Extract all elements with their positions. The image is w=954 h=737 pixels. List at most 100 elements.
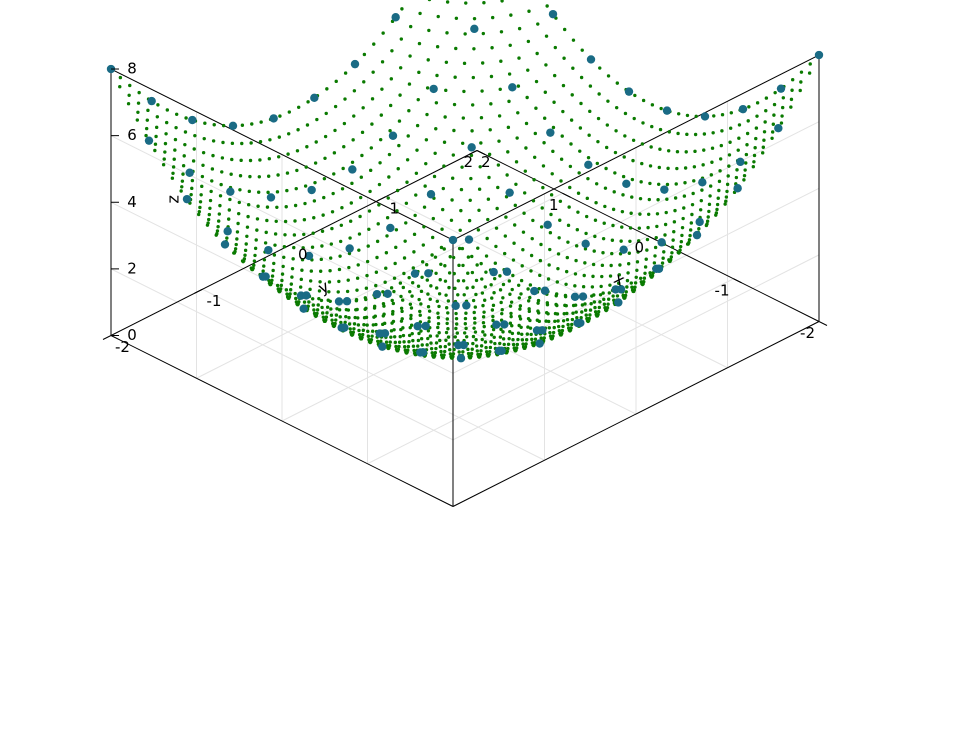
- data-point: [481, 31, 486, 36]
- data-point: [350, 59, 360, 69]
- data-point: [310, 297, 315, 301]
- data-point: [391, 13, 400, 22]
- data-point: [626, 262, 631, 266]
- data-point: [763, 120, 767, 124]
- data-point: [341, 166, 345, 171]
- data-point: [707, 209, 711, 214]
- data-point: [369, 146, 374, 150]
- data-point: [299, 304, 308, 313]
- data-point: [435, 334, 439, 338]
- data-point: [621, 193, 625, 197]
- data-point: [752, 160, 756, 164]
- data-point: [397, 119, 402, 123]
- data-point: [303, 184, 308, 188]
- data-point: [482, 324, 486, 329]
- data-point: [419, 329, 423, 333]
- data-point: [579, 75, 584, 80]
- data-point: [497, 346, 506, 356]
- data-point: [509, 314, 513, 319]
- data-point: [754, 136, 758, 141]
- data-point: [580, 48, 584, 52]
- data-point: [472, 310, 476, 315]
- data-point: [708, 194, 712, 198]
- data-point: [680, 233, 684, 238]
- data-point: [454, 326, 458, 331]
- data-point: [227, 208, 232, 212]
- data-point: [290, 266, 295, 271]
- data-point: [314, 140, 318, 144]
- data-point: [573, 284, 577, 288]
- data-point: [378, 137, 383, 142]
- data-point: [216, 225, 220, 229]
- data-point: [430, 235, 435, 240]
- data-point: [432, 174, 437, 179]
- data-point: [435, 299, 440, 303]
- data-point: [498, 87, 502, 91]
- data-point: [451, 301, 460, 310]
- data-point: [379, 339, 383, 343]
- data-point: [337, 279, 341, 284]
- data-point: [162, 157, 166, 161]
- data-point: [551, 149, 555, 154]
- data-point: [307, 300, 311, 304]
- data-point: [302, 232, 306, 237]
- data-point: [486, 217, 490, 222]
- data-point: [687, 240, 691, 245]
- data-point: [374, 322, 378, 327]
- data-point: [571, 303, 576, 308]
- data-point: [733, 184, 742, 193]
- data-point: [480, 89, 484, 93]
- data-point: [464, 1, 468, 5]
- data-point: [762, 138, 766, 142]
- data-point: [542, 116, 547, 120]
- data-point: [244, 242, 248, 246]
- data-point: [512, 223, 517, 227]
- data-point: [322, 195, 326, 200]
- data-point: [515, 136, 519, 140]
- data-point: [372, 306, 377, 310]
- data-point: [565, 255, 570, 260]
- data-point: [240, 141, 244, 146]
- data-point: [543, 90, 548, 94]
- data-point: [238, 188, 242, 192]
- data-point: [118, 75, 123, 80]
- data-point: [529, 332, 533, 337]
- data-point: [640, 161, 644, 166]
- data-point: [684, 150, 688, 154]
- grid-line: [110, 201, 454, 374]
- data-point: [535, 339, 544, 348]
- data-point: [401, 333, 406, 338]
- data-point: [252, 263, 256, 267]
- data-point: [714, 211, 719, 215]
- data-point: [549, 212, 553, 217]
- data-point: [781, 96, 786, 100]
- data-point: [527, 9, 531, 13]
- data-point: [406, 134, 410, 138]
- data-point: [610, 238, 615, 242]
- data-point: [362, 316, 367, 320]
- data-point: [608, 274, 613, 278]
- data-point: [524, 121, 529, 126]
- data-point: [462, 301, 471, 310]
- data-point: [481, 321, 486, 325]
- data-point: [413, 322, 422, 331]
- data-point: [346, 278, 350, 282]
- data-point: [202, 136, 206, 141]
- x-tick-label: 0: [634, 239, 644, 257]
- data-point: [216, 219, 221, 223]
- data-point: [518, 314, 522, 319]
- data-point: [498, 341, 502, 346]
- data-point: [236, 211, 241, 216]
- data-point: [433, 255, 438, 259]
- y-tick-mark: [194, 288, 203, 294]
- data-point: [559, 179, 563, 183]
- data-point: [491, 303, 496, 308]
- data-point: [548, 247, 552, 252]
- data-point: [780, 105, 785, 110]
- data-point: [631, 158, 635, 163]
- data-point: [372, 42, 376, 46]
- data-point: [603, 204, 607, 209]
- data-point: [700, 112, 710, 121]
- data-point: [790, 78, 795, 82]
- data-point: [269, 281, 274, 285]
